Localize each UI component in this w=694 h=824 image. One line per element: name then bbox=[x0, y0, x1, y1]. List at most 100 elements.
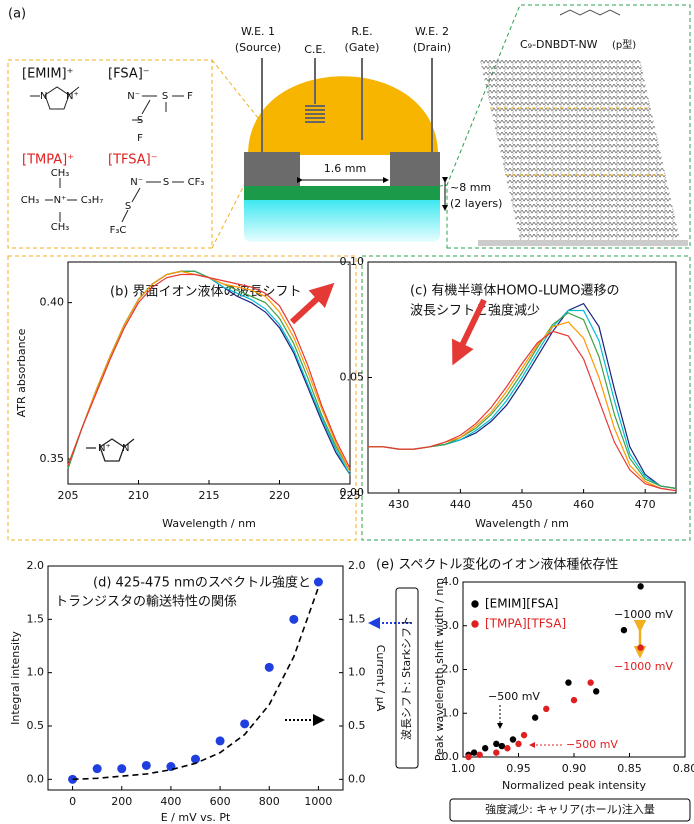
y-axis-label: Peak wavelength shift width / nm bbox=[433, 578, 446, 761]
x-tick-label: 1000 bbox=[304, 795, 332, 808]
ion-label: [TFSA]⁻ bbox=[108, 153, 158, 168]
panel-a: (a) W.E. 1 (Source) C.E. R.E. (Gate) W.E… bbox=[8, 5, 690, 248]
y-tick-label: 2.0 bbox=[348, 559, 366, 572]
chart-title: (c) 有機半導体HOMO-LUMO遷移の bbox=[410, 284, 620, 299]
x-tick-label: 800 bbox=[259, 795, 280, 808]
x-tick-label: 430 bbox=[388, 498, 409, 511]
data-point bbox=[571, 697, 577, 703]
data-point bbox=[510, 736, 516, 742]
electrode-label: C.E. bbox=[304, 43, 326, 56]
ion-label: [TMPA]⁺ bbox=[22, 153, 74, 168]
atom: N⁺ bbox=[98, 443, 111, 454]
y-axis-label: ATR absorbance bbox=[15, 328, 28, 417]
atom: F bbox=[187, 91, 193, 102]
data-point bbox=[482, 745, 488, 751]
data-point bbox=[493, 741, 499, 747]
atom: N⁻ bbox=[130, 177, 143, 188]
electrode-label: R.E. bbox=[351, 25, 372, 38]
data-point bbox=[117, 764, 126, 773]
atom: C₃H₇ bbox=[81, 195, 104, 206]
y-tick-label: 0.5 bbox=[27, 719, 45, 732]
y-tick-label: 1.0 bbox=[27, 666, 45, 679]
electrode-role: (Drain) bbox=[413, 41, 451, 54]
y2-axis-label: Current / μA bbox=[374, 645, 387, 712]
y-tick-label: 0.10 bbox=[340, 255, 365, 268]
legend-label: [EMIM][FSA] bbox=[485, 597, 558, 611]
chart-title: (d) 425-475 nmのスペクトル強度と bbox=[93, 575, 311, 591]
y-tick-label: 0.0 bbox=[348, 772, 366, 785]
atom: CH₃ bbox=[51, 168, 70, 179]
chart-title: (e) スペクトル変化のイオン液体種依存性 bbox=[376, 557, 618, 573]
electrode-label: W.E. 2 bbox=[415, 25, 449, 38]
series-line bbox=[368, 331, 676, 490]
data-point bbox=[532, 714, 538, 720]
substrate bbox=[244, 200, 440, 242]
x-tick-label: 1.00 bbox=[451, 762, 476, 775]
ionic-liquid bbox=[248, 76, 438, 155]
x-axis-label: Normalized peak intensity bbox=[502, 779, 646, 792]
x-tick-label: 440 bbox=[450, 498, 471, 511]
crystal bbox=[480, 60, 680, 240]
data-point bbox=[93, 764, 102, 773]
x-tick-label: 0.90 bbox=[562, 762, 587, 775]
y-axis-label: Integral intensity bbox=[9, 631, 22, 725]
data-point bbox=[504, 745, 510, 751]
atom: N⁻ bbox=[127, 91, 140, 102]
data-point bbox=[637, 644, 643, 650]
atom: N⁺ bbox=[66, 91, 79, 102]
series-line bbox=[68, 271, 350, 471]
thickness-label: ~8 mm bbox=[450, 181, 491, 194]
figure: (a) W.E. 1 (Source) C.E. R.E. (Gate) W.E… bbox=[0, 0, 694, 824]
atom: CF₃ bbox=[188, 177, 205, 188]
panel-label: (a) bbox=[8, 7, 26, 22]
x-axis-label: Wavelength / nm bbox=[475, 517, 569, 530]
x-tick-label: 215 bbox=[199, 489, 220, 502]
x-tick-label: 450 bbox=[512, 498, 533, 511]
chart-title: トランジスタの輸送特性の関係 bbox=[55, 595, 237, 610]
x-tick-label: 470 bbox=[635, 498, 656, 511]
atom: F₃C bbox=[110, 225, 127, 236]
ion-label: [EMIM]⁺ bbox=[22, 67, 74, 82]
annotation: −500 mV bbox=[488, 690, 540, 703]
x-tick-label: 600 bbox=[210, 795, 231, 808]
layers-label: (2 layers) bbox=[450, 197, 502, 210]
electrode-role: (Source) bbox=[235, 41, 281, 54]
y-tick-label: 1.5 bbox=[27, 612, 45, 625]
zoom-line bbox=[212, 60, 258, 118]
x-axis-label: Wavelength / nm bbox=[162, 517, 256, 530]
y-tick-label: 0.5 bbox=[348, 719, 366, 732]
data-point bbox=[543, 706, 549, 712]
data-point bbox=[621, 627, 627, 633]
data-point bbox=[289, 615, 298, 624]
gap-label: 1.6 mm bbox=[324, 162, 366, 175]
legend-label: [TMPA][TFSA] bbox=[485, 617, 566, 631]
data-point bbox=[476, 752, 482, 758]
data-point bbox=[142, 761, 151, 770]
annotation: −1000 mV bbox=[614, 660, 673, 673]
data-point bbox=[587, 679, 593, 685]
annotation: −1000 mV bbox=[614, 608, 673, 621]
x-tick-label: 200 bbox=[111, 795, 132, 808]
substrate bbox=[478, 240, 688, 246]
data-point bbox=[216, 736, 225, 745]
y-tick-label: 1.0 bbox=[348, 666, 366, 679]
series-line bbox=[368, 304, 676, 489]
data-point bbox=[593, 688, 599, 694]
data-point bbox=[191, 755, 200, 764]
data-point bbox=[521, 732, 527, 738]
y-tick-label: 2.0 bbox=[27, 559, 45, 572]
data-point bbox=[465, 754, 471, 760]
ion-structure bbox=[122, 182, 184, 222]
data-point bbox=[471, 749, 477, 755]
molecule-name: C₉-DNBDT-NW bbox=[520, 38, 598, 51]
semiconductor-layer bbox=[244, 186, 440, 200]
atom: F bbox=[137, 133, 143, 144]
atom: N bbox=[40, 91, 47, 102]
x-tick-label: 0.85 bbox=[617, 762, 642, 775]
x-tick-label: 220 bbox=[269, 489, 290, 502]
atom: CH₃ bbox=[51, 222, 70, 233]
chart-title: (b) 界面イオン液体の波長シフト bbox=[110, 285, 302, 300]
electrode bbox=[390, 152, 440, 188]
atom: S bbox=[125, 201, 131, 212]
atom: S bbox=[163, 177, 169, 188]
